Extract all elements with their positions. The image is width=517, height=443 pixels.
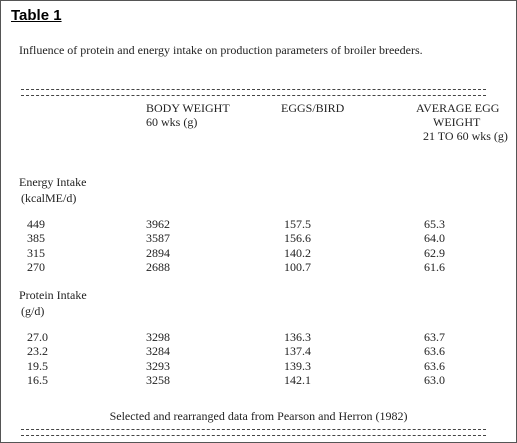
cell: 63.6 (424, 358, 445, 373)
cell: 156.6 (284, 231, 311, 246)
column-header: 21 TO 60 wks (g) (423, 129, 508, 143)
section-label: (g/d) (21, 304, 45, 318)
cell: 139.3 (284, 358, 311, 373)
column-header: AVERAGE EGG (416, 101, 500, 115)
caption: Influence of protein and energy intake o… (19, 43, 423, 57)
cell: 23.2 (27, 344, 48, 359)
rule (21, 89, 486, 96)
table-title: Table 1 (11, 7, 62, 24)
cell: 2894 (146, 245, 170, 260)
cell: 136.3 (284, 330, 311, 344)
cell: 19.5 (27, 358, 48, 373)
cell: 140.2 (284, 245, 311, 260)
cell: 315 (27, 245, 45, 260)
cell: 64.0 (424, 231, 445, 246)
cell: 142.1 (284, 372, 311, 387)
cell: 63.7 (424, 330, 445, 344)
section-label: Protein Intake (19, 288, 87, 302)
cell: 3258 (146, 372, 170, 387)
cell: 449 (27, 217, 45, 231)
cell: 3298 (146, 330, 170, 344)
cell: 3284 (146, 344, 170, 359)
cell: 3962 (146, 217, 170, 231)
cell: 270 (27, 259, 45, 274)
cell: 27.0 (27, 330, 48, 344)
column-header: EGGS/BIRD (281, 101, 345, 115)
cell: 65.3 (424, 217, 445, 231)
cell: 100.7 (284, 259, 311, 274)
column-header: BODY WEIGHT (146, 101, 230, 115)
cell: 63.0 (424, 372, 445, 387)
section-label: Energy Intake (19, 175, 87, 189)
cell: 137.4 (284, 344, 311, 359)
rule (21, 429, 486, 436)
cell: 16.5 (27, 372, 48, 387)
cell: 3293 (146, 358, 170, 373)
cell: 157.5 (284, 217, 311, 231)
cell: 3587 (146, 231, 170, 246)
cell: 2688 (146, 259, 170, 274)
column-header: WEIGHT (433, 115, 481, 129)
cell: 63.6 (424, 344, 445, 359)
cell: 61.6 (424, 259, 445, 274)
section-label: (kcalME/d) (21, 191, 77, 205)
cell: 385 (27, 231, 45, 246)
column-header: 60 wks (g) (146, 115, 198, 129)
cell: 62.9 (424, 245, 445, 260)
footer: Selected and rearranged data from Pearso… (109, 409, 408, 423)
